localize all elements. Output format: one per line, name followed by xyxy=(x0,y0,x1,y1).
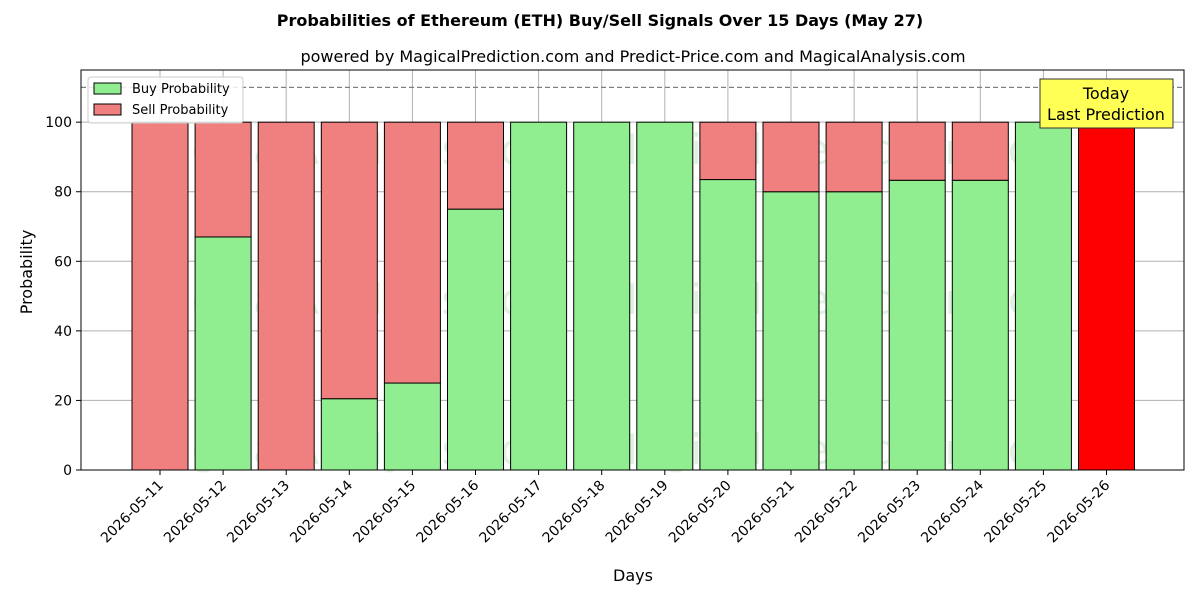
x-tick-label: 2026-05-11 xyxy=(98,478,167,547)
x-axis-label: Days xyxy=(613,566,653,585)
sell-bar xyxy=(888,121,946,181)
annotation-text: Today xyxy=(1082,84,1129,103)
buy-bar xyxy=(762,191,820,471)
legend-label: Sell Probability xyxy=(132,103,229,118)
annotation-text: Last Prediction xyxy=(1047,105,1165,124)
x-tick-label: 2026-05-19 xyxy=(603,478,672,547)
x-tick-label: 2026-05-22 xyxy=(792,478,861,547)
chart-subtitle: powered by MagicalPrediction.com and Pre… xyxy=(300,47,965,66)
today-annotation: Today Last Prediction xyxy=(1039,78,1174,129)
buy-bar xyxy=(447,208,504,471)
buy-bar xyxy=(825,191,883,471)
x-tick-label: 2026-05-16 xyxy=(413,477,482,546)
y-tick-label: 100 xyxy=(45,115,72,131)
chart-title: Probabilities of Ethereum (ETH) Buy/Sell… xyxy=(277,11,923,30)
y-tick-label: 60 xyxy=(54,254,72,270)
bars-layer xyxy=(131,121,1135,471)
x-tick-label: 2026-05-23 xyxy=(855,478,924,547)
buy-bar xyxy=(383,382,441,471)
x-tick-label: 2026-05-24 xyxy=(918,477,987,546)
x-tick-label: 2026-05-12 xyxy=(161,478,230,547)
x-tick-label: 2026-05-18 xyxy=(540,478,609,547)
x-tick-label: 2026-05-14 xyxy=(287,477,356,546)
legend-swatch xyxy=(93,103,122,116)
buy-bar xyxy=(1014,121,1072,471)
plot-frame xyxy=(80,69,1185,471)
sell-bar xyxy=(320,121,378,400)
sell-bar xyxy=(194,121,252,238)
y-tick-label: 40 xyxy=(54,324,72,340)
legend: Buy Probability Sell Probability xyxy=(87,76,244,124)
buy-bar xyxy=(636,121,694,471)
x-tick-label: 2026-05-21 xyxy=(729,478,798,547)
sell-bar xyxy=(131,121,189,471)
legend-swatch xyxy=(93,82,122,95)
x-tick-label: 2026-05-17 xyxy=(477,478,546,547)
x-tick-label: 2026-05-13 xyxy=(224,478,293,547)
y-tick-label: 20 xyxy=(54,393,72,409)
annotation-box xyxy=(1039,78,1174,129)
buy-bar xyxy=(510,121,568,471)
legend-box xyxy=(87,76,244,124)
buy-bar xyxy=(951,179,1009,471)
y-tick-label: 0 xyxy=(63,463,72,479)
y-axis: 0 20 40 60 80 100 xyxy=(45,115,81,479)
buy-bar xyxy=(699,179,757,471)
x-tick-label: 2026-05-20 xyxy=(666,478,735,547)
buy-bar xyxy=(573,121,631,471)
sell-bar xyxy=(447,121,504,210)
y-axis-label: Probability xyxy=(17,230,36,315)
sell-bar xyxy=(951,121,1009,181)
x-axis: 2026-05-112026-05-122026-05-132026-05-14… xyxy=(98,470,1113,546)
y-tick-label: 80 xyxy=(54,185,72,201)
x-tick-label: 2026-05-26 xyxy=(1044,477,1113,546)
x-tick-label: 2026-05-25 xyxy=(981,478,1050,547)
sell-bar xyxy=(1078,121,1135,471)
buy-bar xyxy=(888,179,946,471)
sell-bar xyxy=(257,121,315,471)
buy-bar xyxy=(320,398,378,471)
sell-bar xyxy=(383,121,441,384)
buy-bar xyxy=(194,236,252,471)
sell-bar xyxy=(762,121,820,193)
sell-bar xyxy=(699,121,757,181)
legend-label: Buy Probability xyxy=(132,82,230,97)
sell-bar xyxy=(825,121,883,193)
x-tick-label: 2026-05-15 xyxy=(350,478,419,547)
